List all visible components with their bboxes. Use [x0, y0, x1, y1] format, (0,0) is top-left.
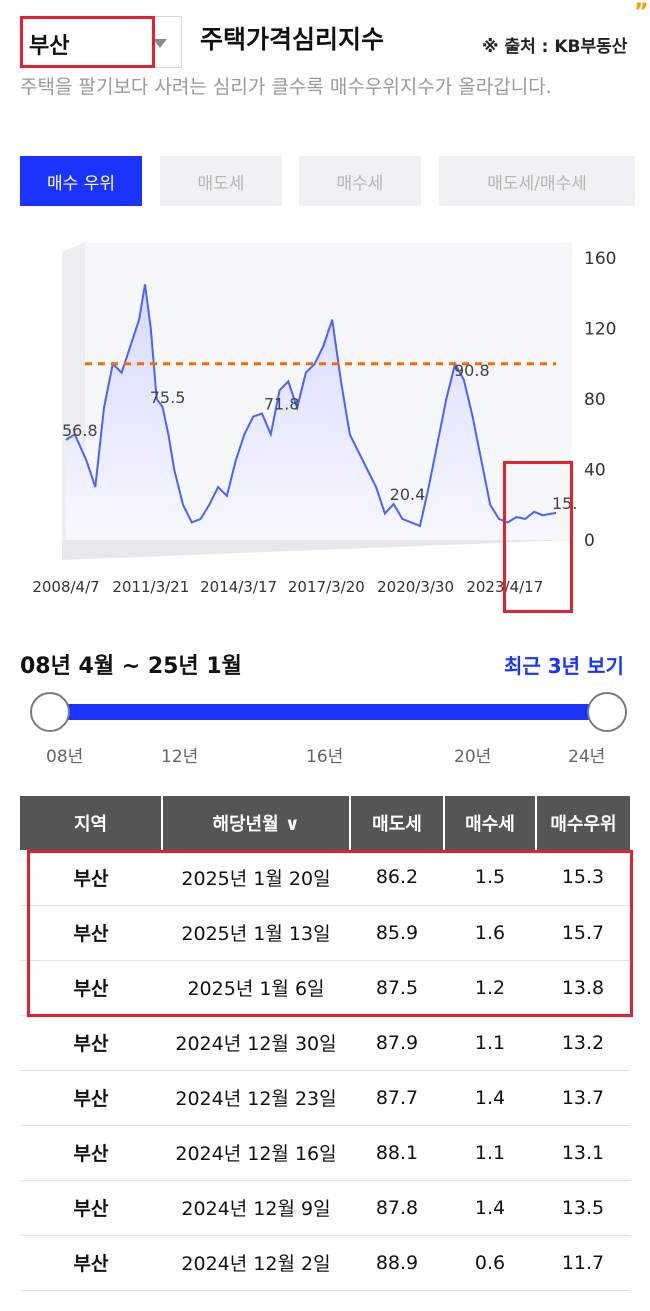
- x-tick-label: 2008/4/7: [32, 578, 99, 596]
- table-row: 부산 2024년 12월 30일 87.9 1.1 13.2: [20, 1015, 630, 1071]
- table-row: 부산 2024년 12월 9일 87.8 1.4 13.5: [20, 1180, 630, 1236]
- series-line: [65, 284, 557, 528]
- cell-buy: 1.4: [444, 1180, 536, 1236]
- cell-buy-dominance: 15.7: [536, 905, 630, 961]
- cell-region: 부산: [20, 1070, 162, 1126]
- cell-buy: 1.2: [444, 960, 536, 1016]
- cell-buy-dominance: 11.7: [536, 1235, 630, 1291]
- cell-date: 2024년 12월 30일: [162, 1015, 350, 1071]
- slider-end-handle[interactable]: [587, 692, 627, 732]
- slider-tick: 24년: [568, 747, 606, 767]
- chevron-down-icon: [153, 39, 167, 48]
- cell-buy-dominance: 13.1: [536, 1125, 630, 1181]
- table-row: 부산 2024년 12월 2일 88.9 0.6 11.7: [20, 1235, 630, 1291]
- data-label: 71.8: [264, 394, 300, 413]
- col-region-header: 지역: [20, 796, 163, 850]
- cell-buy-dominance: 13.2: [536, 1015, 630, 1071]
- cell-region: 부산: [20, 1125, 162, 1181]
- cell-sell: 85.9: [350, 905, 444, 961]
- cell-sell: 87.7: [350, 1070, 444, 1126]
- slider-tick: 16년: [306, 747, 344, 767]
- cell-region: 부산: [20, 1015, 162, 1071]
- table-row: 부산 2025년 1월 20일 86.2 1.5 15.3: [20, 850, 630, 906]
- period-slider-track[interactable]: [50, 704, 610, 720]
- x-tick-label: 2014/3/17: [200, 578, 277, 596]
- slider-tick: 20년: [454, 747, 492, 767]
- tab-buy[interactable]: 매수세: [299, 156, 421, 206]
- cell-buy: 1.1: [444, 1125, 536, 1181]
- cell-region: 부산: [20, 1235, 162, 1291]
- y-tick-label: 80: [584, 390, 606, 410]
- x-tick-label: 2017/3/20: [288, 578, 365, 596]
- data-label: 15.: [552, 494, 577, 513]
- cell-date: 2024년 12월 2일: [162, 1235, 350, 1291]
- cell-sell: 87.8: [350, 1180, 444, 1236]
- cell-date: 2024년 12월 23일: [162, 1070, 350, 1126]
- col-buy-dominance-header: 매수우위: [536, 796, 630, 850]
- cell-sell: 87.9: [350, 1015, 444, 1071]
- cell-sell: 88.9: [350, 1235, 444, 1291]
- cell-buy: 1.6: [444, 905, 536, 961]
- tab-sell-buy[interactable]: 매도세/매수세: [439, 156, 635, 206]
- recent-3-years-link[interactable]: 최근 3년 보기: [504, 654, 624, 678]
- page-title: 주택가격심리지수: [200, 25, 385, 54]
- cell-sell: 86.2: [350, 850, 444, 906]
- x-tick-label: 2023/4/17: [466, 578, 543, 596]
- data-label: 90.8: [454, 361, 490, 380]
- data-label: 75.5: [150, 388, 186, 407]
- price-sentiment-chart: 56.8 75.5 71.8 20.4 90.8 15. 0 40 80 120 160 2008…: [32, 242, 616, 596]
- tab-buy-dominance[interactable]: 매수 우위: [20, 156, 142, 206]
- table-row: 부산 2025년 1월 6일 87.5 1.2 13.8: [20, 960, 630, 1016]
- cell-date: 2024년 12월 16일: [162, 1125, 350, 1181]
- table-row: 부산 2024년 12월 16일 88.1 1.1 13.1: [20, 1125, 630, 1181]
- data-label: 20.4: [390, 485, 426, 504]
- table-header-row: 지역 해당년월 ∨ 매도세 매수세 매수우위: [20, 796, 630, 850]
- cell-region: 부산: [20, 960, 162, 1016]
- period-range-text: 08년 4월 ~ 25년 1월: [20, 654, 242, 679]
- cell-buy-dominance: 13.8: [536, 960, 630, 1016]
- cell-buy-dominance: 13.7: [536, 1070, 630, 1126]
- col-buy-header: 매수세: [444, 796, 537, 850]
- cell-buy: 0.6: [444, 1235, 536, 1291]
- cell-date: 2024년 12월 9일: [162, 1180, 350, 1236]
- table-row: 부산 2025년 1월 13일 85.9 1.6 15.7: [20, 905, 630, 961]
- cell-buy: 1.5: [444, 850, 536, 906]
- cell-sell: 87.5: [350, 960, 444, 1016]
- cell-region: 부산: [20, 905, 162, 961]
- y-tick-label: 0: [584, 531, 595, 551]
- data-label: 56.8: [62, 421, 98, 440]
- cell-sell: 88.1: [350, 1125, 444, 1181]
- y-tick-label: 40: [584, 461, 606, 481]
- cell-region: 부산: [20, 850, 162, 906]
- cell-buy: 1.4: [444, 1070, 536, 1126]
- cell-buy: 1.1: [444, 1015, 536, 1071]
- price-index-table: 지역 해당년월 ∨ 매도세 매수세 매수우위 부산 2025년 1월 20일 86.…: [20, 796, 630, 1291]
- cell-region: 부산: [20, 1180, 162, 1236]
- region-select[interactable]: 부산: [20, 16, 182, 68]
- quote-mark-icon: ”: [634, 0, 649, 25]
- slider-tick: 08년: [46, 747, 84, 767]
- cell-buy-dominance: 13.5: [536, 1180, 630, 1236]
- slider-start-handle[interactable]: [30, 692, 70, 732]
- x-tick-label: 2011/3/21: [112, 578, 189, 596]
- y-tick-label: 160: [584, 249, 616, 269]
- tab-sell[interactable]: 매도세: [160, 156, 282, 206]
- cell-date: 2025년 1월 20일: [162, 850, 350, 906]
- description-text: 주택을 팔기보다 사려는 심리가 클수록 매수우위지수가 올라갑니다.: [20, 76, 552, 98]
- cell-buy-dominance: 15.3: [536, 850, 630, 906]
- cell-date: 2025년 1월 13일: [162, 905, 350, 961]
- source-note: ※ 출처 : KB부동산: [482, 37, 628, 57]
- chart-floor-panel: [62, 540, 572, 560]
- y-tick-label: 120: [584, 320, 616, 340]
- region-select-value: 부산: [29, 34, 70, 59]
- col-sell-header: 매도세: [350, 796, 445, 850]
- cell-date: 2025년 1월 6일: [162, 960, 350, 1016]
- col-date-header[interactable]: 해당년월 ∨: [162, 796, 351, 850]
- x-tick-label: 2020/3/30: [377, 578, 454, 596]
- series-area: [66, 284, 556, 540]
- slider-tick: 12년: [161, 747, 199, 767]
- table-row: 부산 2024년 12월 23일 87.7 1.4 13.7: [20, 1070, 630, 1126]
